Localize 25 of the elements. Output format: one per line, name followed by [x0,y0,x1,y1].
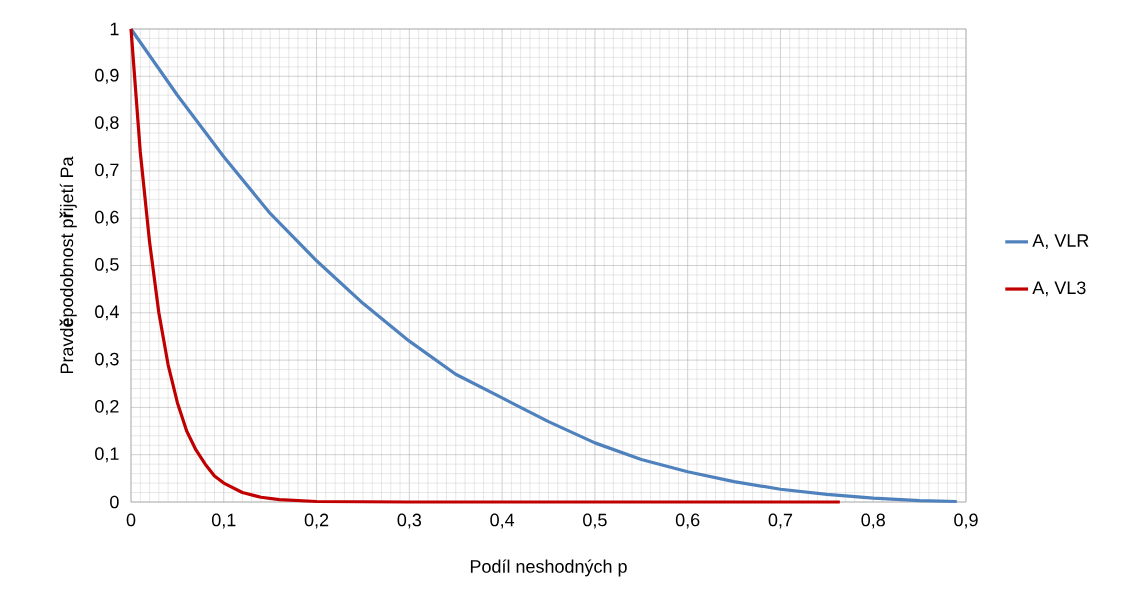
x-tick-label: 0,1 [211,513,236,529]
x-tick-label: 0,5 [583,513,607,529]
x-tick-label: 0,9 [954,513,978,529]
x-tick-label: 0,8 [861,513,885,529]
y-tick-label: 0,8 [95,116,119,132]
x-tick-label: 0,3 [397,513,422,529]
y-tick-label: 0,1 [95,447,119,463]
legend-label: A, VL3 [1032,281,1086,297]
y-tick-label: 0,4 [95,305,119,321]
x-axis-title: Podíl neshodných p [470,559,627,577]
y-tick-label: 0 [110,495,119,509]
y-tick-label: 0,6 [95,210,119,226]
y-tick-label: 1 [110,22,119,36]
x-tick-label: 0,2 [304,513,329,529]
y-tick-label: 0,2 [95,399,119,415]
x-tick-label: 0,6 [675,513,700,529]
x-tick-label: 0 [126,513,136,527]
y-axis-title: Pravděpodobnost přijetí Pa [59,156,77,374]
x-tick-label: 0,4 [490,513,515,529]
y-tick-label: 0,5 [95,258,119,273]
y-tick-label: 0,3 [95,352,119,368]
legend-label: A, VLR [1032,234,1089,249]
x-tick-label: 0,7 [768,513,793,529]
y-tick-label: 0,9 [95,68,119,84]
y-tick-label: 0,7 [95,163,119,179]
